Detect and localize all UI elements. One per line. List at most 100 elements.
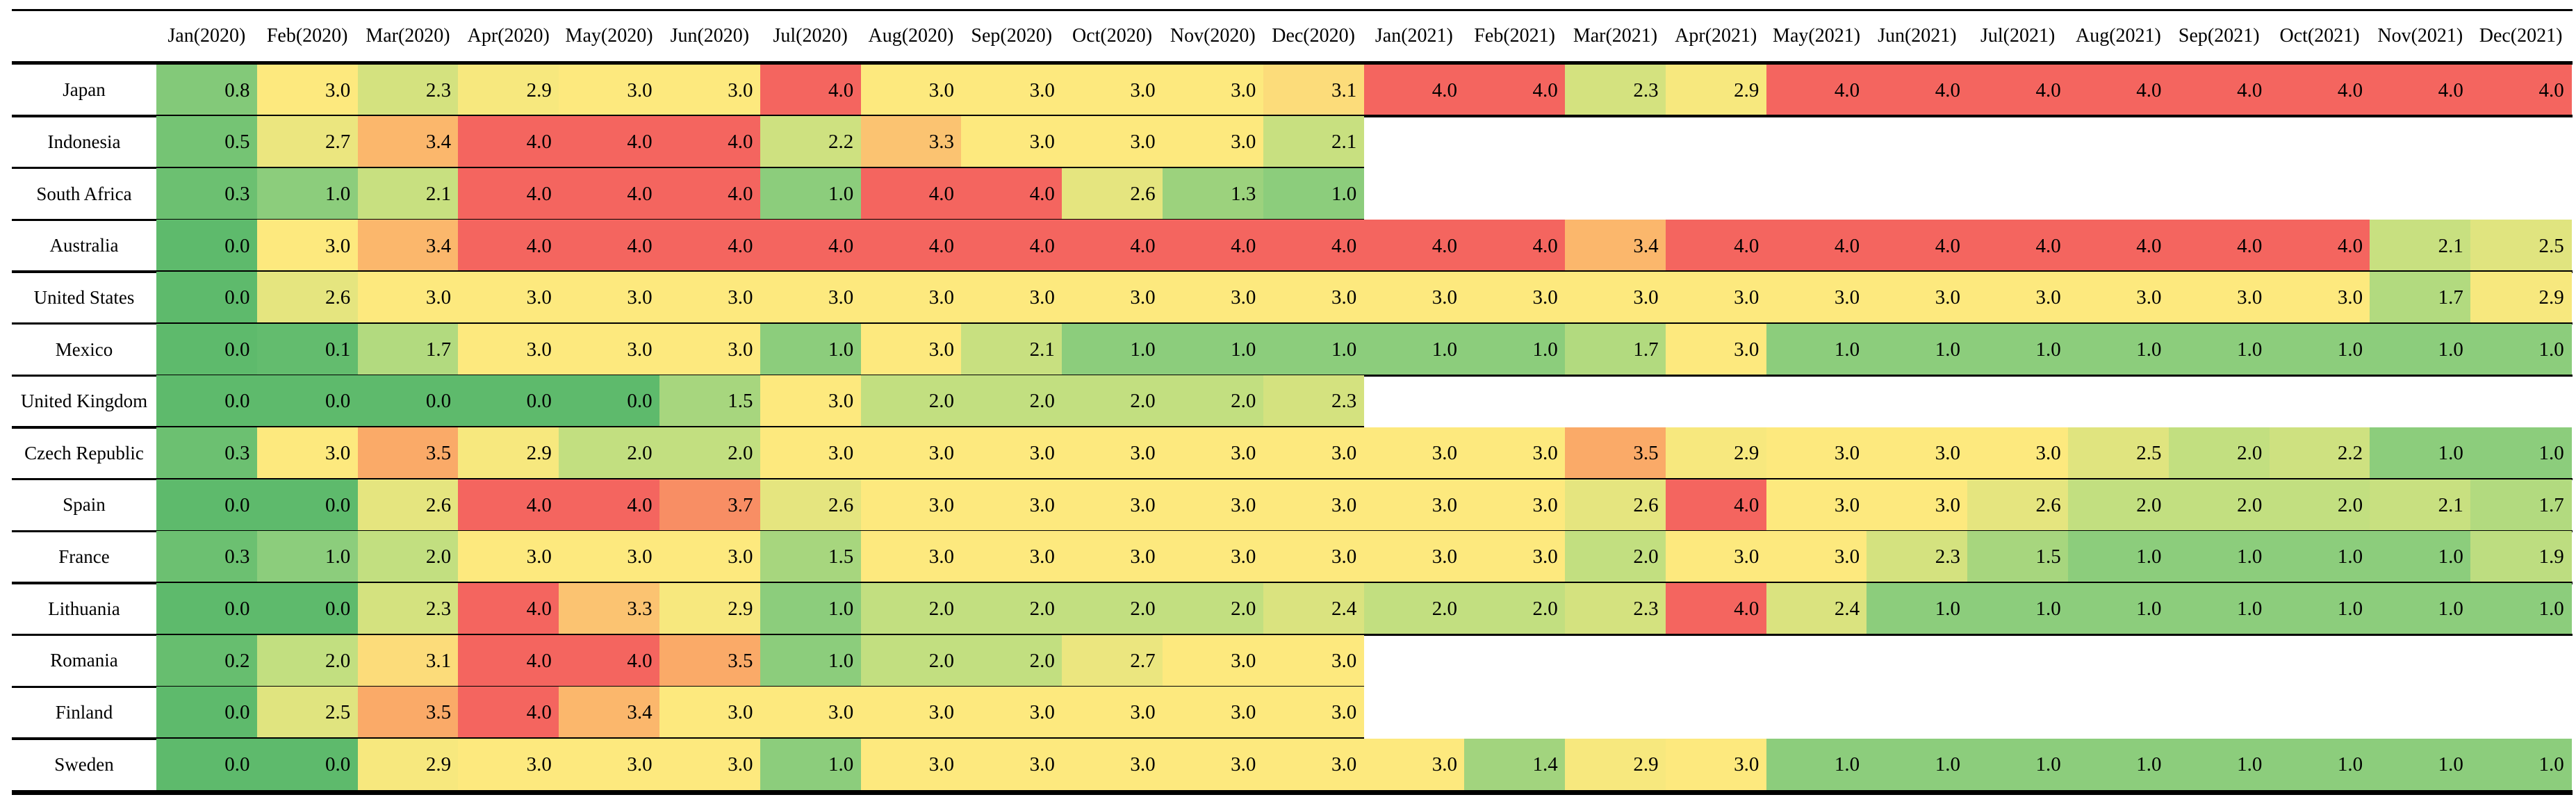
heatmap-cell: 0.0 <box>156 323 258 376</box>
heatmap-cell: 2.2 <box>2269 427 2371 480</box>
heatmap-cell: 1.0 <box>2168 323 2270 376</box>
column-header: Dec(2021) <box>2479 24 2563 47</box>
header-separator-line <box>12 60 2573 65</box>
heatmap-cell: 1.0 <box>1263 167 1365 221</box>
row-separator-line <box>12 633 2573 637</box>
heatmap-cell: 1.0 <box>2370 427 2471 480</box>
heatmap-cell: 2.1 <box>961 323 1063 376</box>
heatmap-cell: 3.0 <box>860 427 962 480</box>
heatmap-cell: 2.4 <box>1766 582 1868 636</box>
heatmap-cell: 3.0 <box>1162 634 1264 687</box>
column-header: Oct(2020) <box>1072 24 1153 47</box>
heatmap-cell: 3.0 <box>1263 531 1365 584</box>
heatmap-cell: 3.0 <box>559 531 660 584</box>
heatmap-cell: 0.0 <box>458 375 559 428</box>
heatmap-cell: 3.0 <box>1263 687 1365 739</box>
heatmap-cell: 1.0 <box>1867 582 1968 636</box>
row-label: Spain <box>63 494 106 516</box>
heatmap-cell: 1.0 <box>2168 738 2270 791</box>
heatmap-cell: 4.0 <box>860 167 962 221</box>
heatmap-cell: 3.0 <box>1363 427 1465 480</box>
heatmap-cell: 3.0 <box>659 64 761 117</box>
heatmap-cell: 4.0 <box>2168 64 2270 117</box>
heatmap-cell: 3.0 <box>458 323 559 376</box>
heatmap-cell: 2.0 <box>2168 427 2270 480</box>
heatmap-cell: 2.0 <box>559 427 660 480</box>
heatmap-cell: 0.0 <box>156 220 258 272</box>
heatmap-cell: 3.0 <box>1162 116 1264 169</box>
heatmap-cell: 4.0 <box>458 167 559 221</box>
column-header: May(2020) <box>565 24 653 47</box>
heatmap-cell: 3.5 <box>357 427 459 480</box>
heatmap-cell: 3.4 <box>559 687 660 739</box>
row-label: United States <box>33 286 135 308</box>
heatmap-cell: 4.0 <box>1967 220 2069 272</box>
heatmap-cell: 3.0 <box>1062 272 1163 325</box>
heatmap-cell: 1.4 <box>1464 738 1566 791</box>
heatmap-cell: 3.0 <box>659 531 761 584</box>
heatmap-cell: 2.3 <box>1867 531 1968 584</box>
heatmap-cell: 4.0 <box>458 687 559 739</box>
heatmap-cell: 4.0 <box>2168 220 2270 272</box>
heatmap-cell: 3.0 <box>1363 531 1465 584</box>
column-header: Jul(2020) <box>773 24 848 47</box>
heatmap-cell: 1.0 <box>1162 323 1264 376</box>
column-header: Jan(2020) <box>167 24 246 47</box>
heatmap-cell: 0.0 <box>357 375 459 428</box>
heatmap-cell: 1.0 <box>1363 323 1465 376</box>
heatmap-cell: 3.4 <box>357 220 459 272</box>
heatmap-cell: 2.5 <box>2470 220 2572 272</box>
heatmap-cell: 2.9 <box>458 427 559 480</box>
heatmap-cell: 3.0 <box>1062 687 1163 739</box>
heatmap-cell: 3.0 <box>1867 479 1968 532</box>
heatmap-cell: 3.0 <box>961 687 1063 739</box>
column-header: Apr(2020) <box>467 24 550 47</box>
heatmap-cell: 3.0 <box>860 479 962 532</box>
heatmap-cell: 0.0 <box>156 272 258 325</box>
row-separator-line <box>12 582 2573 584</box>
heatmap-cell: 3.0 <box>2269 272 2371 325</box>
heatmap-cell: 1.0 <box>1867 323 1968 376</box>
heatmap-cell: 3.0 <box>860 738 962 791</box>
heatmap-cell: 4.0 <box>2068 220 2169 272</box>
column-header: Nov(2020) <box>1170 24 1256 47</box>
heatmap-cell: 2.6 <box>357 479 459 532</box>
heatmap-cell: 4.0 <box>1867 64 1968 117</box>
heatmap-cell: 3.0 <box>1062 738 1163 791</box>
heatmap-cell: 4.0 <box>458 634 559 687</box>
heatmap-cell: 3.7 <box>659 479 761 532</box>
heatmap-cell: 2.0 <box>1162 582 1264 636</box>
heatmap-cell: 1.0 <box>1464 323 1566 376</box>
heatmap-cell: 3.3 <box>860 116 962 169</box>
heatmap-cell: 0.0 <box>156 582 258 636</box>
heatmap-cell: 3.0 <box>1665 738 1767 791</box>
heatmap-cell: 3.0 <box>1766 531 1868 584</box>
heatmap-cell: 3.0 <box>860 64 962 117</box>
row-separator-line <box>12 685 1364 688</box>
heatmap-cell: 0.0 <box>156 375 258 428</box>
heatmap-cell: 4.0 <box>559 479 660 532</box>
heatmap-cell: 0.2 <box>156 634 258 687</box>
heatmap-cell: 1.5 <box>659 375 761 428</box>
heatmap-cell: 3.0 <box>1363 738 1465 791</box>
heatmap-cell: 3.0 <box>961 272 1063 325</box>
heatmap-cell: 2.3 <box>357 64 459 117</box>
heatmap-cell: 2.0 <box>1062 582 1163 636</box>
row-label: Lithuania <box>48 598 120 619</box>
heatmap-cell: 3.0 <box>458 272 559 325</box>
heatmap-cell: 2.6 <box>1967 479 2069 532</box>
heatmap-cell: 3.0 <box>1665 323 1767 376</box>
heatmap-cell: 3.0 <box>860 531 962 584</box>
heatmap-cell: 1.0 <box>2470 738 2572 791</box>
row-separator-line <box>12 115 2573 117</box>
heatmap-cell: 3.0 <box>559 272 660 325</box>
row-separator-line <box>12 322 2573 325</box>
heatmap-cell: 2.0 <box>961 375 1063 428</box>
column-header: Dec(2020) <box>1272 24 1355 47</box>
heatmap-cell: 3.0 <box>1162 687 1264 739</box>
heatmap-cell: 1.5 <box>1967 531 2069 584</box>
heatmap-cell: 1.7 <box>2370 272 2471 325</box>
heatmap-cell: 1.0 <box>2269 582 2371 636</box>
heatmap-cell: 3.0 <box>860 272 962 325</box>
heatmap-cell: 1.3 <box>1162 167 1264 221</box>
